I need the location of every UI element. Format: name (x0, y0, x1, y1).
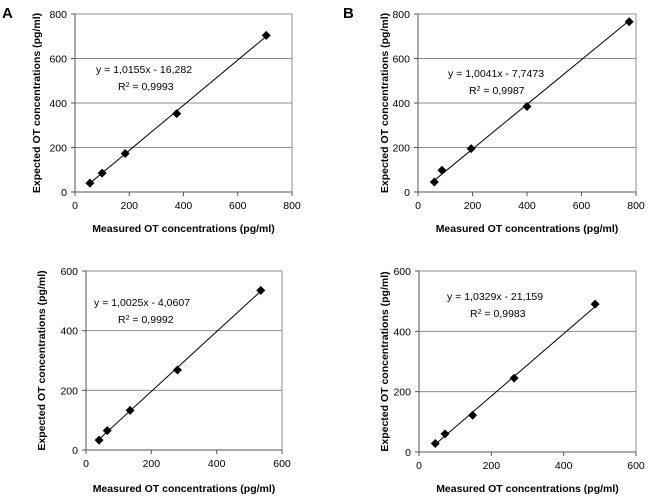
data-point (430, 439, 440, 449)
y-tick-label: 400 (49, 98, 67, 110)
x-axis-title: Measured OT concentrations (pg/ml) (436, 223, 619, 235)
data-point (522, 102, 532, 112)
data-point (590, 299, 600, 309)
x-axis-title: Measured OT concentrations (pg/ml) (92, 223, 275, 235)
x-tick-label: 0 (416, 460, 422, 472)
r-squared-label: R2 = 0,9983 (470, 308, 526, 320)
y-tick-label: 0 (404, 187, 410, 199)
y-tick-label: 0 (61, 187, 67, 199)
data-point (172, 109, 182, 119)
data-point (256, 285, 266, 295)
x-tick-label: 600 (627, 460, 645, 472)
data-point (624, 17, 634, 27)
data-point (172, 365, 182, 375)
y-tick-label: 600 (393, 266, 411, 278)
x-tick-label: 400 (518, 200, 536, 212)
x-tick-label: 600 (273, 458, 291, 470)
x-tick-label: 800 (627, 200, 645, 212)
y-tick-label: 200 (60, 385, 78, 397)
x-tick-label: 0 (415, 200, 421, 212)
r-squared-label: R2 = 0,9992 (118, 314, 174, 326)
y-tick-label: 200 (49, 143, 67, 155)
data-point (125, 405, 135, 415)
data-point (85, 178, 95, 188)
x-tick-label: 200 (464, 200, 482, 212)
y-axis-title: Expected OT concentrations (pg/ml) (379, 13, 391, 193)
y-axis-title: Expected OT concentrations (pg/ml) (31, 13, 43, 193)
y-tick-label: 400 (60, 326, 78, 338)
chart-bottom-right: 0 200 400 600 0 200 400 600 y = 1,0329x - 21,159… (379, 266, 645, 495)
data-point (94, 435, 104, 445)
x-tick-label: 0 (83, 458, 89, 470)
x-axis-title: Measured OT concentrations (pg/ml) (436, 483, 619, 495)
x-tick-label: 600 (573, 200, 591, 212)
data-point (466, 144, 476, 154)
y-tick-label: 200 (393, 387, 411, 399)
data-point (468, 410, 478, 420)
y-tick-label: 600 (392, 54, 410, 66)
r-squared-label: R2 = 0,9987 (469, 85, 525, 97)
panel-label-a: A (2, 5, 13, 22)
trendline (432, 20, 630, 182)
x-tick-label: 400 (208, 458, 226, 470)
data-point (509, 373, 519, 383)
data-point (261, 30, 271, 40)
x-tick-label: 800 (283, 200, 301, 212)
data-point (437, 165, 447, 175)
trendline-equation: y = 1,0041x - 7,7473 (448, 68, 544, 80)
y-tick-label: 400 (392, 98, 410, 110)
chart-bottom-left: 0 200 400 600 0 200 400 600 y = 1,0025x - 4,0607… (36, 266, 291, 495)
data-point (120, 149, 130, 159)
data-point (440, 429, 450, 439)
x-tick-label: 400 (175, 200, 193, 212)
chart-top-right: 0 200 400 600 800 0 200 400 600 800 y = 1,0041x - … (379, 9, 645, 235)
panel-label-b: B (343, 5, 354, 22)
x-tick-label: 200 (120, 200, 138, 212)
y-axis-title: Expected OT concentrations (pg/ml) (379, 271, 391, 451)
y-tick-label: 800 (392, 9, 410, 21)
trendline (89, 35, 267, 184)
y-axis-title: Expected OT concentrations (pg/ml) (36, 270, 48, 450)
trendline (98, 290, 262, 441)
data-point (429, 177, 439, 187)
x-tick-label: 400 (555, 460, 573, 472)
y-tick-label: 600 (49, 54, 67, 66)
x-axis-title: Measured OT concentrations (pg/ml) (93, 483, 276, 495)
data-point (102, 426, 112, 436)
x-tick-label: 200 (483, 460, 501, 472)
y-tick-label: 400 (393, 326, 411, 338)
trendline-equation: y = 1,0329x - 21,159 (447, 291, 543, 303)
y-tick-label: 200 (392, 143, 410, 155)
r-squared-label: R2 = 0,9993 (118, 81, 174, 93)
chart-top-left: 0 200 400 600 800 0 200 400 600 800 y = 1,0155x - … (31, 9, 301, 235)
y-tick-label: 0 (405, 447, 411, 459)
y-tick-label: 800 (49, 9, 67, 21)
y-tick-label: 0 (72, 445, 78, 457)
x-tick-label: 600 (229, 200, 247, 212)
y-tick-label: 600 (60, 266, 78, 278)
x-tick-label: 0 (72, 200, 78, 212)
trendline-equation: y = 1,0155x - 16,282 (96, 64, 192, 76)
trendline-equation: y = 1,0025x - 4,0607 (94, 297, 190, 309)
x-tick-label: 200 (143, 458, 161, 470)
data-point (97, 168, 107, 178)
